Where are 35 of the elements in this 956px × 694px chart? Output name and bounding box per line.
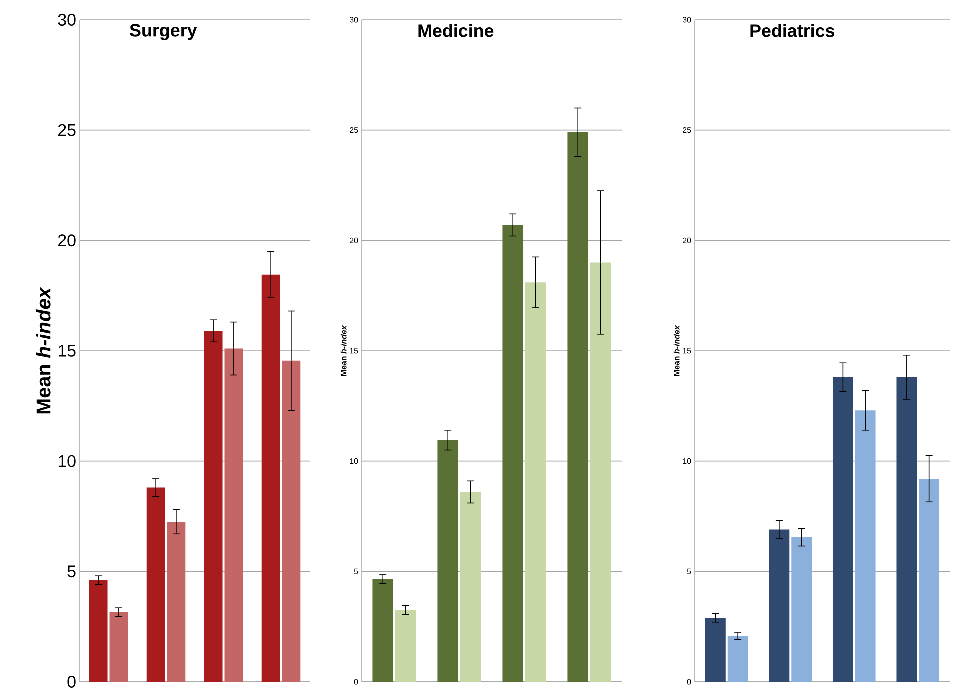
bar bbox=[396, 610, 416, 682]
bar bbox=[224, 348, 244, 682]
bar bbox=[705, 618, 726, 682]
y-tick-label: 5 bbox=[68, 566, 76, 578]
chart-title: Medicine bbox=[418, 24, 494, 38]
y-tick-label: 25 bbox=[58, 124, 76, 136]
y-tick-label: 0 bbox=[68, 676, 76, 688]
bar bbox=[146, 488, 166, 682]
bar bbox=[568, 132, 589, 682]
y-tick-label: 15 bbox=[58, 345, 76, 357]
bar bbox=[460, 492, 482, 682]
bar bbox=[167, 522, 186, 682]
bar bbox=[262, 274, 280, 682]
bar bbox=[728, 636, 748, 682]
bar bbox=[896, 377, 918, 682]
chart-title: Surgery bbox=[130, 24, 198, 40]
bar bbox=[110, 612, 128, 682]
bar bbox=[919, 478, 940, 682]
bar bbox=[438, 440, 459, 682]
bar bbox=[372, 579, 394, 682]
bar bbox=[855, 410, 876, 682]
bar bbox=[769, 530, 790, 682]
bar bbox=[502, 225, 524, 682]
bar bbox=[282, 360, 301, 682]
y-axis-title: Mean h-index bbox=[36, 286, 51, 414]
bar bbox=[832, 377, 854, 682]
bar bbox=[204, 331, 223, 682]
bar bbox=[590, 262, 612, 682]
bar bbox=[89, 580, 108, 682]
bar bbox=[792, 537, 812, 682]
y-tick-label: 30 bbox=[58, 14, 76, 26]
chart-title: Pediatrics bbox=[750, 24, 835, 38]
y-tick-label: 10 bbox=[58, 455, 76, 468]
y-tick-label: 20 bbox=[58, 234, 76, 247]
bar bbox=[526, 282, 546, 682]
